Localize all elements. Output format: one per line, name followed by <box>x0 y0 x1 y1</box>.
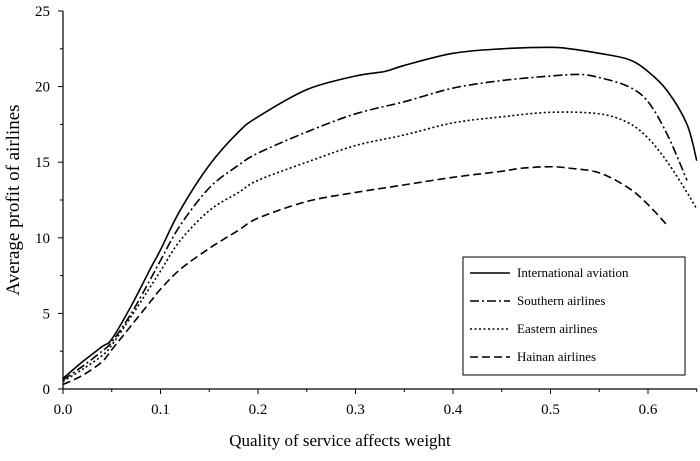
x-axis-label: Quality of service affects weight <box>229 431 451 450</box>
legend-box <box>462 256 686 376</box>
x-tick-label: 0.5 <box>541 402 560 418</box>
series-line-1 <box>62 46 698 380</box>
y-ticks: 0 5 10 15 20 25 <box>35 4 63 398</box>
x-tick-label: 0.4 <box>444 402 463 418</box>
x-ticks: 0.0 0.1 0.2 0.3 0.4 0.5 0.6 <box>54 389 698 418</box>
x-tick-label: 0.0 <box>54 402 73 418</box>
legend-label: Eastern airlines <box>517 321 598 336</box>
legend: International aviation Southern airlines E… <box>462 256 686 376</box>
legend-label: Hainan airlines <box>517 349 596 364</box>
x-tick-label: 0.3 <box>346 402 365 418</box>
y-tick-label: 15 <box>35 155 50 171</box>
y-tick-label: 10 <box>35 231 50 247</box>
y-axis-label: Average profit of airlines <box>3 104 24 295</box>
series-line-2 <box>62 73 688 381</box>
y-tick-label: 25 <box>35 4 50 20</box>
legend-label: Southern airlines <box>517 293 605 308</box>
x-tick-label: 0.2 <box>249 402 268 418</box>
y-tick-label: 0 <box>43 382 51 398</box>
x-tick-label: 0.6 <box>639 402 658 418</box>
legend-items: International aviation Southern airlines E… <box>470 265 629 364</box>
x-tick-label: 0.1 <box>151 402 170 418</box>
series-group <box>62 46 698 386</box>
legend-label: International aviation <box>517 265 629 280</box>
y-tick-label: 20 <box>35 80 50 96</box>
y-tick-label: 5 <box>43 306 51 322</box>
series-line-3 <box>62 111 698 383</box>
